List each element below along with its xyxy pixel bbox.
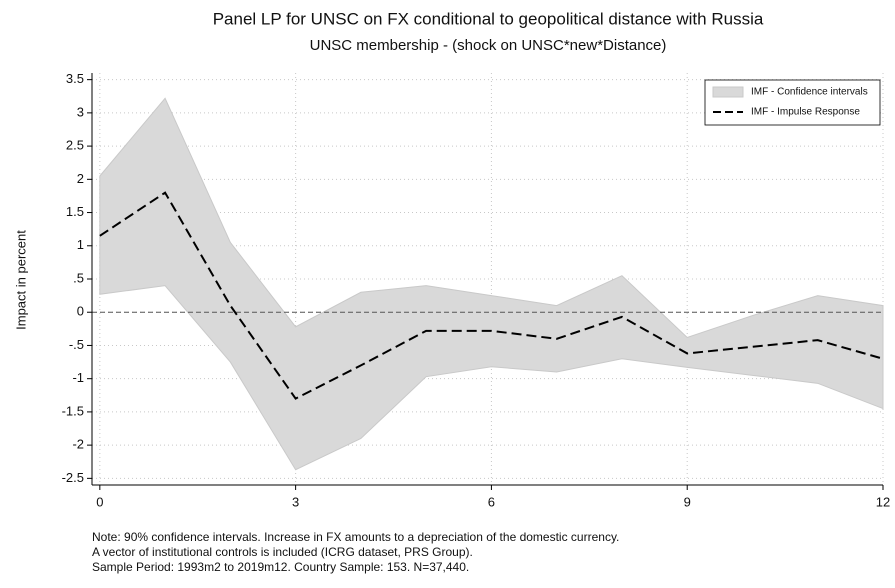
x-tick-label: 6 [488,494,495,509]
y-tick-label: -2.5 [62,470,84,485]
y-tick-label: 2 [77,171,84,186]
y-axis-label: Impact in percent [13,230,28,330]
legend-swatch [712,86,744,98]
chart-subtitle: UNSC membership - (shock on UNSC*new*Dis… [310,37,667,54]
note: A vector of institutional controls is in… [92,545,473,559]
y-tick-label: .5 [73,270,84,285]
legend-label: IMF - Confidence intervals [751,87,868,98]
y-tick-label: -.5 [69,337,84,352]
y-tick-label: 1.5 [66,204,84,219]
y-tick-label: 0 [77,304,84,319]
x-tick-label: 9 [684,494,691,509]
y-tick-label: 3 [77,104,84,119]
x-tick-label: 3 [292,494,299,509]
y-tick-label: 1 [77,237,84,252]
y-tick-label: -1.5 [62,403,84,418]
confidence-band [99,97,884,471]
y-tick-label: -1 [72,370,84,385]
legend-label: IMF - Impulse Response [751,107,860,118]
note: Note: 90% confidence intervals. Increase… [92,530,619,544]
note: Sample Period: 1993m2 to 2019m12. Countr… [92,560,469,574]
impulse-line [99,191,884,400]
y-tick-label: 3.5 [66,71,84,86]
x-tick-label: 0 [96,494,103,509]
y-tick-label: 2.5 [66,138,84,153]
y-tick-label: -2 [72,437,84,452]
chart-title: Panel LP for UNSC on FX conditional to g… [213,9,764,28]
x-tick-label: 12 [876,494,890,509]
